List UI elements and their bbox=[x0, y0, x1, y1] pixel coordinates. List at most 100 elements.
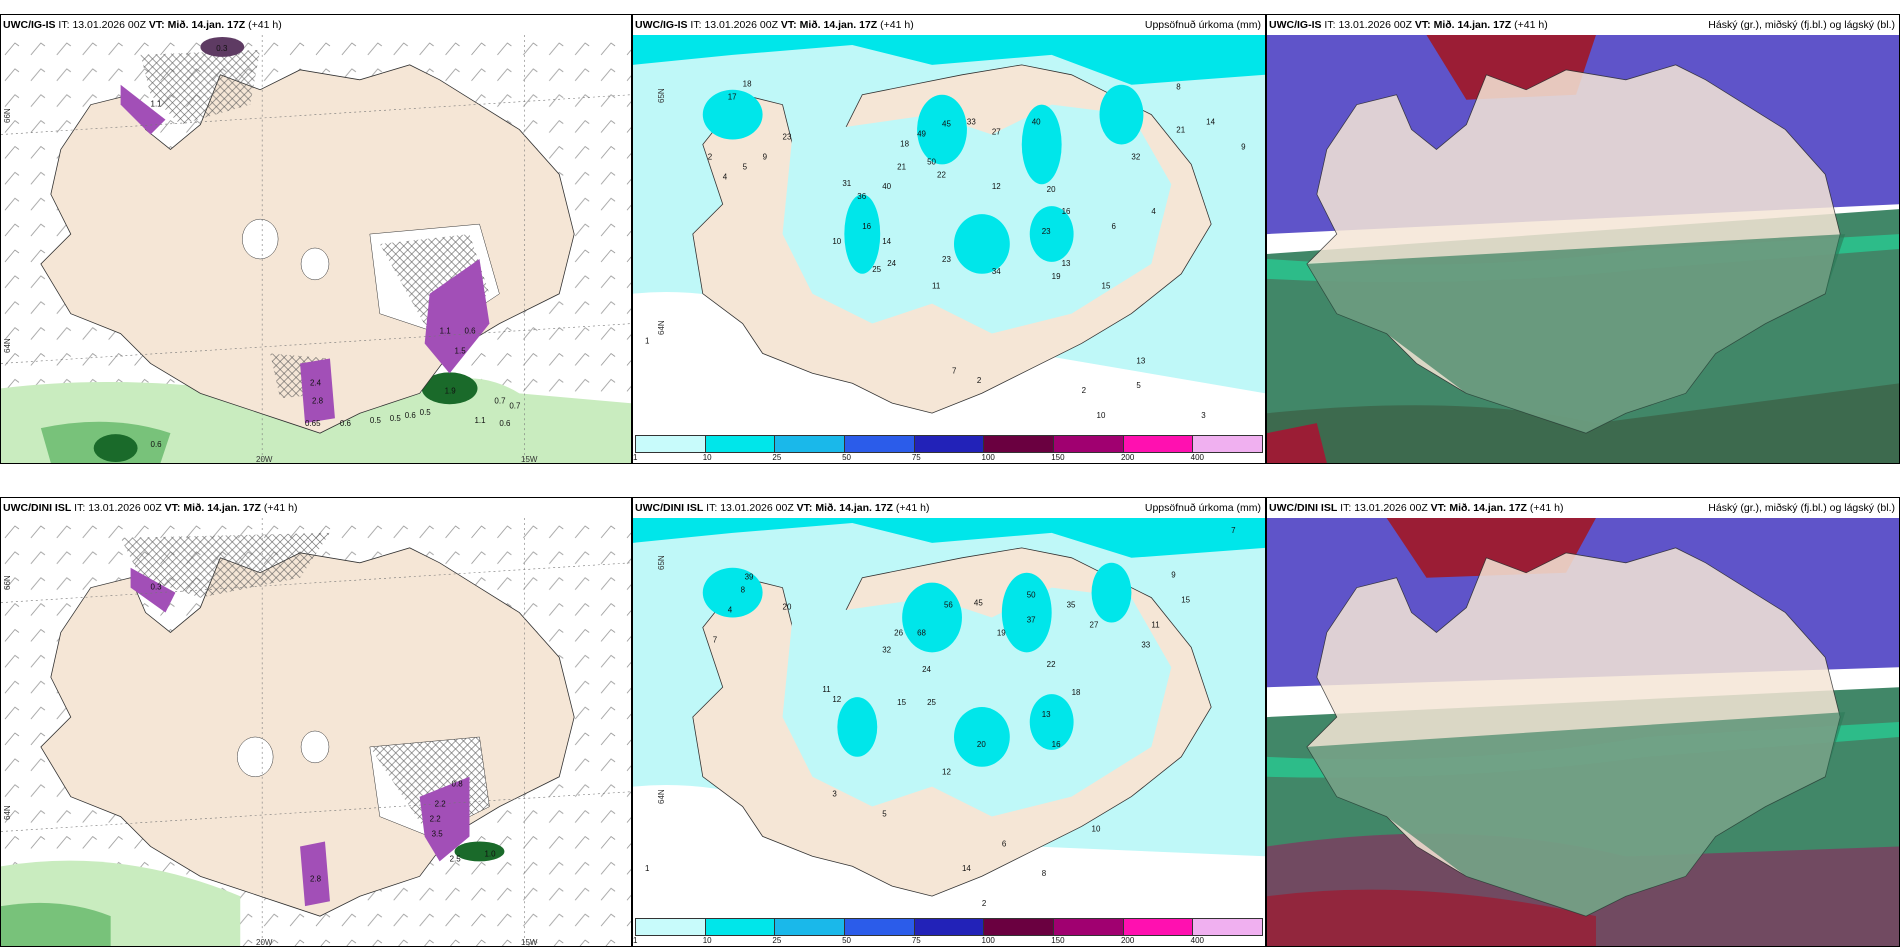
legend-tick: 50 bbox=[842, 936, 852, 945]
snow-label: 0.5 bbox=[370, 416, 382, 425]
precip-label: 21 bbox=[897, 162, 906, 171]
lat-label-64: 64N bbox=[3, 338, 12, 353]
rain-area-dark-east bbox=[421, 372, 478, 405]
snow-area-east bbox=[419, 776, 470, 862]
snow-label: 0.6 bbox=[499, 419, 511, 428]
precip-area-mid bbox=[1091, 562, 1132, 623]
cloud-map bbox=[1267, 518, 1899, 946]
precip-label: 25 bbox=[872, 265, 881, 274]
precip-legend: 1 10 25 50 75 100 150 200 400 bbox=[633, 916, 1265, 946]
panel-precip-top: UWC/IG-IS IT: 13.01.2026 00Z VT: Mið. 14… bbox=[632, 14, 1266, 464]
precip-label: 12 bbox=[992, 182, 1001, 191]
valid-time: Mið. 14.jan. 17Z bbox=[799, 19, 878, 31]
snow-area-south bbox=[300, 841, 330, 907]
legend-tick: 200 bbox=[1120, 936, 1135, 945]
panel-clouds-bottom: UWC/DINI ISL IT: 13.01.2026 00Z VT: Mið.… bbox=[1266, 497, 1900, 947]
precip-area-mid bbox=[702, 567, 763, 618]
legend-swatch bbox=[845, 436, 915, 452]
precip-label: 33 bbox=[967, 118, 976, 127]
legend-tick: 200 bbox=[1120, 453, 1135, 462]
legend-tick: 150 bbox=[1051, 453, 1065, 462]
lon-label-15w: 15W bbox=[521, 938, 538, 947]
precip-label: 35 bbox=[1067, 601, 1076, 610]
precip-label: 5 bbox=[882, 810, 887, 819]
snow-area-south bbox=[300, 358, 335, 424]
panel-wind-snow-top: UWC/IG-IS IT: 13.01.2026 00Z VT: Mið. 14… bbox=[0, 14, 632, 464]
precip-label: 3 bbox=[1201, 411, 1206, 420]
legend-tick: 100 bbox=[981, 936, 995, 945]
precip-label: 23 bbox=[783, 132, 792, 141]
valid-time: Mið. 14.jan. 17Z bbox=[167, 19, 246, 31]
precip-area-light bbox=[782, 587, 1172, 817]
precip-map: 18 17 45 23 9 5 4 2 31 36 40 21 16 14 10… bbox=[633, 35, 1265, 433]
low-cloud-over-land bbox=[1306, 712, 1846, 917]
init-time: 13.01.2026 00Z bbox=[72, 19, 146, 31]
precip-label: 13 bbox=[1136, 356, 1145, 365]
precip-label: 2 bbox=[977, 376, 982, 385]
precip-area-mid bbox=[953, 214, 1010, 274]
precip-label: 9 bbox=[763, 152, 768, 161]
precip-label: 20 bbox=[783, 603, 792, 612]
legend-tick: 25 bbox=[772, 453, 782, 462]
init-time: 13.01.2026 00Z bbox=[704, 19, 778, 31]
legend-tick: 10 bbox=[702, 936, 712, 945]
legend-swatch bbox=[1123, 436, 1194, 452]
legend-swatch bbox=[914, 436, 985, 452]
low-cloud-over-land bbox=[1306, 234, 1846, 434]
precip-label: 24 bbox=[887, 259, 896, 268]
precip-label: 39 bbox=[745, 573, 754, 582]
legend-tick: 400 bbox=[1190, 936, 1205, 945]
legend-tick: 25 bbox=[772, 936, 782, 945]
valid-time: Mið. 14.jan. 17Z bbox=[815, 502, 893, 514]
snow-area-north-sea bbox=[200, 36, 245, 57]
legend-tick: 50 bbox=[842, 453, 852, 462]
precip-label: 34 bbox=[992, 267, 1001, 276]
panel-title: Uppsöfnuð úrkoma (mm) bbox=[1144, 19, 1261, 31]
precip-label: 16 bbox=[862, 222, 871, 231]
precip-area-mid bbox=[844, 194, 881, 274]
snow-label: 0.6 bbox=[405, 411, 417, 420]
snow-label: 0.6 bbox=[465, 327, 477, 336]
snow-label: 0.6 bbox=[340, 419, 352, 428]
precip-label: 14 bbox=[1206, 118, 1215, 127]
panel-title: Háský (gr.), miðský (fj.bl.) og lágský (… bbox=[1708, 19, 1895, 31]
precip-label: 31 bbox=[842, 179, 851, 188]
panel-header: UWC/DINI ISL IT: 13.01.2026 00Z VT: Mið.… bbox=[1, 498, 631, 518]
lon-label-15w: 15W bbox=[521, 455, 538, 464]
precip-area-mid bbox=[837, 697, 878, 757]
precip-label: 56 bbox=[944, 601, 953, 610]
snow-label: 2.4 bbox=[310, 378, 322, 387]
snow-label: 0.7 bbox=[494, 396, 506, 405]
legend-colorbar bbox=[635, 435, 1263, 453]
panel-title: Háský (gr.), miðský (fj.bl.) og lágský (… bbox=[1708, 502, 1895, 514]
panel-header: UWC/IG-IS IT: 13.01.2026 00Z VT: Mið. 14… bbox=[633, 15, 1265, 35]
precip-label: 45 bbox=[942, 120, 951, 129]
lead-time: (+41 h) bbox=[248, 19, 282, 31]
precip-area-mid bbox=[953, 707, 1010, 767]
snow-label: 0.8 bbox=[452, 780, 464, 789]
map-area bbox=[1267, 35, 1899, 463]
glacier-hofsjokull bbox=[300, 730, 330, 764]
snow-label: 2.2 bbox=[430, 815, 442, 824]
precip-label: 5 bbox=[1136, 381, 1141, 390]
precip-area-mid bbox=[917, 94, 967, 165]
snow-label: 1.0 bbox=[484, 849, 496, 858]
precip-label: 49 bbox=[917, 129, 926, 138]
precip-label: 9 bbox=[1241, 142, 1246, 151]
precip-label: 23 bbox=[942, 255, 951, 264]
legend-tick: 100 bbox=[981, 453, 995, 462]
valid-time: Mið. 14.jan. 17Z bbox=[1449, 502, 1527, 514]
precip-label: 40 bbox=[882, 182, 891, 191]
panel-clouds-top: UWC/IG-IS IT: 13.01.2026 00Z VT: Mið. 14… bbox=[1266, 14, 1900, 464]
precip-label: 3 bbox=[832, 790, 837, 799]
precip-label: 23 bbox=[1042, 227, 1051, 236]
precip-label: 4 bbox=[728, 606, 733, 615]
precip-label: 10 bbox=[1097, 411, 1106, 420]
legend-tick: 75 bbox=[911, 936, 921, 945]
legend-swatch bbox=[1054, 436, 1124, 452]
precip-label: 18 bbox=[743, 80, 752, 89]
wind-snow-map: 0.3 1.1 2.4 2.8 1.1 1.5 0.6 0.65 0.6 0.5… bbox=[1, 35, 631, 463]
precip-label: 1 bbox=[645, 864, 650, 873]
snow-label: 1.9 bbox=[445, 386, 457, 395]
legend-swatch bbox=[636, 436, 706, 452]
